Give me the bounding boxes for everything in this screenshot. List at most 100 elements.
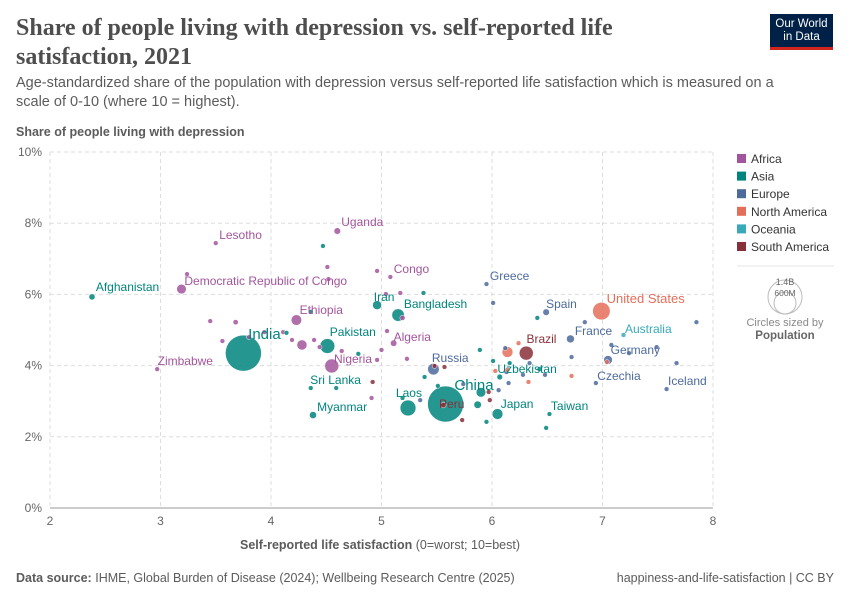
data-point[interactable]	[582, 319, 588, 325]
data-point[interactable]	[324, 264, 331, 270]
legend-swatch[interactable]	[737, 154, 746, 163]
data-point-uganda[interactable]	[333, 227, 341, 235]
data-point-uzbekistan[interactable]	[496, 373, 503, 381]
data-point-spain[interactable]	[542, 308, 550, 316]
data-point[interactable]	[399, 315, 406, 321]
legend-label[interactable]: Oceania	[751, 222, 796, 236]
data-point-peru[interactable]	[440, 402, 447, 409]
data-point-iceland[interactable]	[663, 386, 670, 392]
footer-license[interactable]: happiness-and-life-satisfaction | CC BY	[616, 571, 834, 585]
data-point-france[interactable]	[566, 334, 575, 344]
data-point[interactable]	[459, 417, 465, 423]
data-point[interactable]	[507, 360, 513, 366]
data-point[interactable]	[420, 290, 427, 296]
owid-logo[interactable]: Our World in Data	[770, 14, 833, 50]
data-point[interactable]	[246, 334, 252, 340]
data-point[interactable]	[383, 291, 389, 297]
data-point[interactable]	[316, 344, 323, 350]
data-point[interactable]	[626, 350, 632, 356]
data-point[interactable]	[232, 319, 239, 326]
data-point[interactable]	[296, 339, 308, 351]
data-point[interactable]	[370, 379, 376, 385]
legend-swatch[interactable]	[737, 171, 746, 181]
data-point-democratic-republic-of-congo[interactable]	[176, 284, 187, 295]
data-point[interactable]	[374, 357, 380, 363]
data-point[interactable]	[504, 367, 511, 373]
data-point-nigeria[interactable]	[324, 358, 340, 374]
data-point-brazil[interactable]	[518, 345, 534, 361]
data-point[interactable]	[417, 397, 423, 403]
data-point[interactable]	[404, 356, 410, 362]
legend-label[interactable]: South America	[751, 240, 829, 254]
data-point-pakistan[interactable]	[319, 338, 336, 354]
data-point[interactable]	[289, 337, 295, 343]
legend-label[interactable]: North America	[751, 205, 827, 219]
data-point[interactable]	[568, 354, 575, 360]
data-point-ethiopia[interactable]	[290, 314, 302, 326]
data-point[interactable]	[525, 379, 532, 385]
data-point-australia[interactable]	[620, 332, 627, 338]
data-point[interactable]	[483, 419, 490, 425]
legend-label[interactable]: Europe	[751, 187, 790, 201]
data-point[interactable]	[536, 366, 543, 372]
data-point[interactable]	[487, 397, 493, 403]
data-point[interactable]	[693, 319, 700, 325]
data-point[interactable]	[184, 271, 190, 277]
data-point-czechia[interactable]	[593, 380, 599, 386]
data-point[interactable]	[374, 268, 380, 274]
data-point[interactable]	[435, 383, 441, 389]
data-point[interactable]	[339, 348, 345, 354]
data-point[interactable]	[308, 309, 314, 315]
data-point-lesotho[interactable]	[213, 240, 219, 246]
data-point-laos[interactable]	[399, 395, 406, 401]
legend-label[interactable]: Africa	[751, 152, 782, 166]
data-point[interactable]	[486, 389, 492, 395]
data-point[interactable]	[421, 374, 428, 380]
data-point[interactable]	[333, 385, 339, 391]
data-point[interactable]	[604, 359, 610, 365]
data-point[interactable]	[320, 243, 326, 249]
legend-swatch[interactable]	[737, 189, 746, 199]
data-point[interactable]	[368, 395, 375, 401]
data-point[interactable]	[431, 363, 438, 369]
data-point-japan[interactable]	[491, 408, 504, 420]
data-point[interactable]	[441, 364, 448, 370]
data-point[interactable]	[520, 372, 526, 378]
data-point-congo[interactable]	[387, 274, 393, 280]
data-point[interactable]	[355, 351, 361, 357]
data-point[interactable]	[534, 315, 540, 321]
data-point[interactable]	[490, 300, 496, 306]
data-point[interactable]	[515, 340, 522, 346]
data-point[interactable]	[384, 328, 390, 334]
data-point[interactable]	[397, 290, 403, 296]
data-point-greece[interactable]	[483, 281, 490, 287]
data-point[interactable]	[653, 344, 660, 350]
data-point[interactable]	[261, 329, 268, 335]
data-point[interactable]	[505, 380, 512, 386]
data-point-afghanistan[interactable]	[88, 293, 96, 301]
data-point-sri-lanka[interactable]	[308, 385, 314, 391]
data-point[interactable]	[490, 358, 496, 364]
data-point[interactable]	[673, 360, 680, 366]
data-point-india[interactable]	[225, 334, 262, 372]
data-point[interactable]	[608, 342, 614, 348]
data-point[interactable]	[460, 381, 466, 387]
data-point-algeria[interactable]	[390, 339, 398, 347]
data-point[interactable]	[542, 372, 548, 378]
legend-swatch[interactable]	[737, 242, 746, 251]
legend-swatch[interactable]	[737, 224, 746, 234]
data-point[interactable]	[399, 399, 417, 417]
data-point[interactable]	[311, 337, 317, 343]
data-point[interactable]	[502, 345, 508, 351]
data-point-taiwan[interactable]	[546, 411, 553, 417]
data-point[interactable]	[219, 338, 226, 344]
legend-label[interactable]: Asia	[751, 170, 775, 184]
data-point-myanmar[interactable]	[309, 411, 317, 419]
data-point[interactable]	[492, 368, 498, 374]
data-point-iran[interactable]	[372, 300, 382, 310]
data-point-zimbabwe[interactable]	[154, 366, 160, 372]
data-point[interactable]	[378, 347, 385, 353]
data-point[interactable]	[568, 373, 575, 379]
data-point[interactable]	[526, 360, 533, 366]
data-point[interactable]	[495, 387, 502, 393]
